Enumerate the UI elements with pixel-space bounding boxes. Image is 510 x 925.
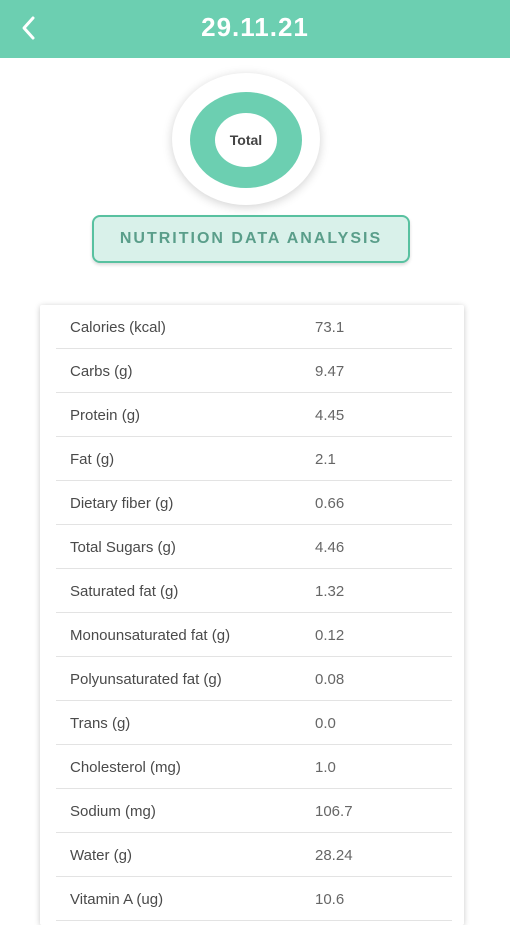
row-divider bbox=[56, 700, 452, 701]
table-row: Protein (g) 4.45 bbox=[56, 393, 452, 437]
row-divider bbox=[56, 788, 452, 789]
table-row: Cholesterol (mg) 1.0 bbox=[56, 745, 452, 789]
nutrient-label: Water (g) bbox=[70, 847, 132, 864]
nutrient-label: Polyunsaturated fat (g) bbox=[70, 671, 222, 688]
row-divider bbox=[56, 568, 452, 569]
nutrient-label: Saturated fat (g) bbox=[70, 583, 179, 600]
table-row: Fat (g) 2.1 bbox=[56, 437, 452, 481]
nutrition-analysis-button[interactable]: NUTRITION DATA ANALYSIS bbox=[92, 215, 410, 263]
nutrient-value: 1.0 bbox=[315, 759, 336, 776]
nutrient-value: 0.0 bbox=[315, 715, 336, 732]
table-row: Total Sugars (g) 4.46 bbox=[56, 525, 452, 569]
row-divider bbox=[56, 920, 452, 921]
nutrient-label: Calories (kcal) bbox=[70, 319, 166, 336]
table-row: Carbs (g) 9.47 bbox=[56, 349, 452, 393]
table-row: Monounsaturated fat (g) 0.12 bbox=[56, 613, 452, 657]
nutrient-label: Monounsaturated fat (g) bbox=[70, 627, 231, 644]
page-title: 29.11.21 bbox=[201, 12, 309, 42]
row-divider bbox=[56, 392, 452, 393]
row-divider bbox=[56, 480, 452, 481]
nutrient-label: Total Sugars (g) bbox=[70, 539, 176, 556]
nutrient-label: Trans (g) bbox=[70, 715, 131, 732]
row-divider bbox=[56, 612, 452, 613]
donut-center-label: Total bbox=[215, 113, 277, 167]
nutrient-label: Dietary fiber (g) bbox=[70, 495, 174, 512]
nutrition-table-card: Calories (kcal) 73.1 Carbs (g) 9.47 Prot… bbox=[40, 305, 464, 925]
chevron-left-icon bbox=[22, 16, 35, 40]
nutrient-label: Protein (g) bbox=[70, 407, 141, 424]
table-row: Calories (kcal) 73.1 bbox=[56, 305, 452, 349]
nutrient-value: 106.7 bbox=[315, 803, 353, 820]
nutrient-label: Sodium (mg) bbox=[70, 803, 156, 820]
nutrient-label: Fat (g) bbox=[70, 451, 115, 468]
table-row: Water (g) 28.24 bbox=[56, 833, 452, 877]
total-donut-chart[interactable]: Total bbox=[172, 73, 320, 205]
table-row: Trans (g) 0.0 bbox=[56, 701, 452, 745]
row-divider bbox=[56, 656, 452, 657]
nutrient-value: 4.45 bbox=[315, 407, 345, 424]
nutrient-value: 1.32 bbox=[315, 583, 345, 600]
nutrient-value: 4.46 bbox=[315, 539, 345, 556]
row-divider bbox=[56, 832, 452, 833]
nutrient-value: 0.66 bbox=[315, 495, 345, 512]
back-button[interactable] bbox=[14, 12, 46, 44]
nutrient-label: Cholesterol (mg) bbox=[70, 759, 181, 776]
table-row: Sodium (mg) 106.7 bbox=[56, 789, 452, 833]
table-row: Dietary fiber (g) 0.66 bbox=[56, 481, 452, 525]
row-divider bbox=[56, 744, 452, 745]
table-row: Polyunsaturated fat (g) 0.08 bbox=[56, 657, 452, 701]
nutrient-value: 0.08 bbox=[315, 671, 345, 688]
donut-ring: Total bbox=[190, 92, 302, 188]
nutrient-value: 73.1 bbox=[315, 319, 345, 336]
row-divider bbox=[56, 348, 452, 349]
nutrient-value: 9.47 bbox=[315, 363, 345, 380]
table-row: Saturated fat (g) 1.32 bbox=[56, 569, 452, 613]
row-divider bbox=[56, 524, 452, 525]
nutrient-value: 2.1 bbox=[315, 451, 336, 468]
row-divider bbox=[56, 876, 452, 877]
row-divider bbox=[56, 436, 452, 437]
top-app-bar: 29.11.21 bbox=[0, 0, 510, 58]
table-row: Vitamin A (ug) 10.6 bbox=[56, 877, 452, 921]
nutrient-value: 28.24 bbox=[315, 847, 353, 864]
nutrient-label: Carbs (g) bbox=[70, 363, 133, 380]
nutrient-value: 0.12 bbox=[315, 627, 345, 644]
